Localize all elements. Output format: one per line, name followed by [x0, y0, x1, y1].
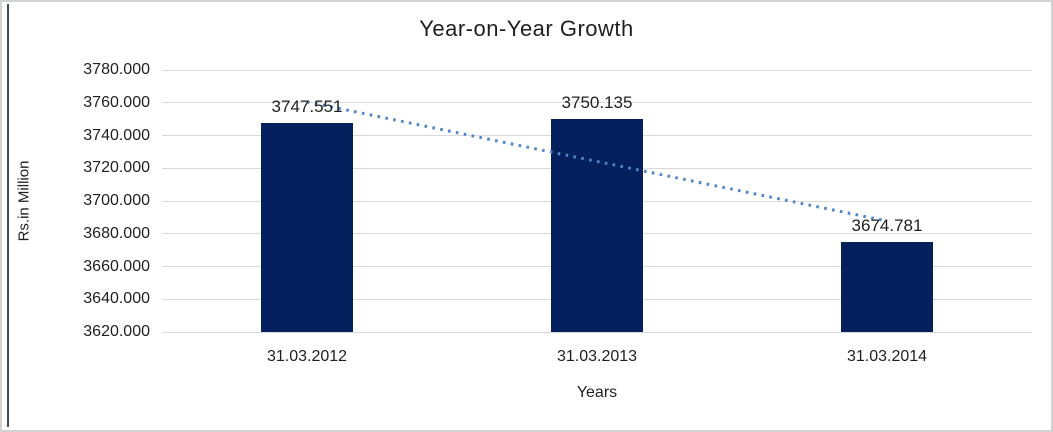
left-accent-border: [7, 4, 9, 427]
y-tick-label: 3700.000: [83, 192, 150, 209]
y-tick-label: 3740.000: [83, 126, 150, 144]
x-tick-label: 31.03.2014: [846, 348, 928, 365]
bar-data-label: 3674.781: [851, 216, 923, 236]
x-tick-label: 31.03.2013: [556, 348, 638, 365]
bar-data-label: 3750.135: [561, 92, 633, 112]
bar-data-label: 3747.551: [271, 97, 343, 117]
chart-title: Year-on-Year Growth: [419, 16, 634, 41]
y-tick-label: 3620.000: [83, 323, 150, 340]
y-tick-label: 3780.000: [83, 61, 150, 78]
gridline: [162, 69, 1032, 71]
x-axis-ticks: 31.03.2012 31.03.2013 31.03.2014: [162, 347, 1032, 367]
trendline: [306, 100, 888, 223]
x-tick-label: 31.03.2012: [266, 348, 348, 365]
x-axis-title: Years: [576, 384, 618, 401]
gridline: [162, 102, 1032, 104]
bar: [841, 242, 933, 332]
y-tick-label: 3660.000: [83, 257, 150, 275]
plot-area: 3747.551 3750.135 3674.781: [162, 69, 1032, 333]
y-axis-ticks: 3780.000 3760.000 3740.000 3720.000 3700.000…: [2, 61, 150, 340]
y-tick-label: 3720.000: [83, 159, 150, 177]
bar: [261, 123, 353, 332]
y-tick-label: 3760.000: [83, 93, 150, 111]
y-tick-label: 3640.000: [83, 290, 150, 308]
y-tick-label: 3680.000: [83, 224, 150, 242]
gridline: [162, 331, 1032, 333]
